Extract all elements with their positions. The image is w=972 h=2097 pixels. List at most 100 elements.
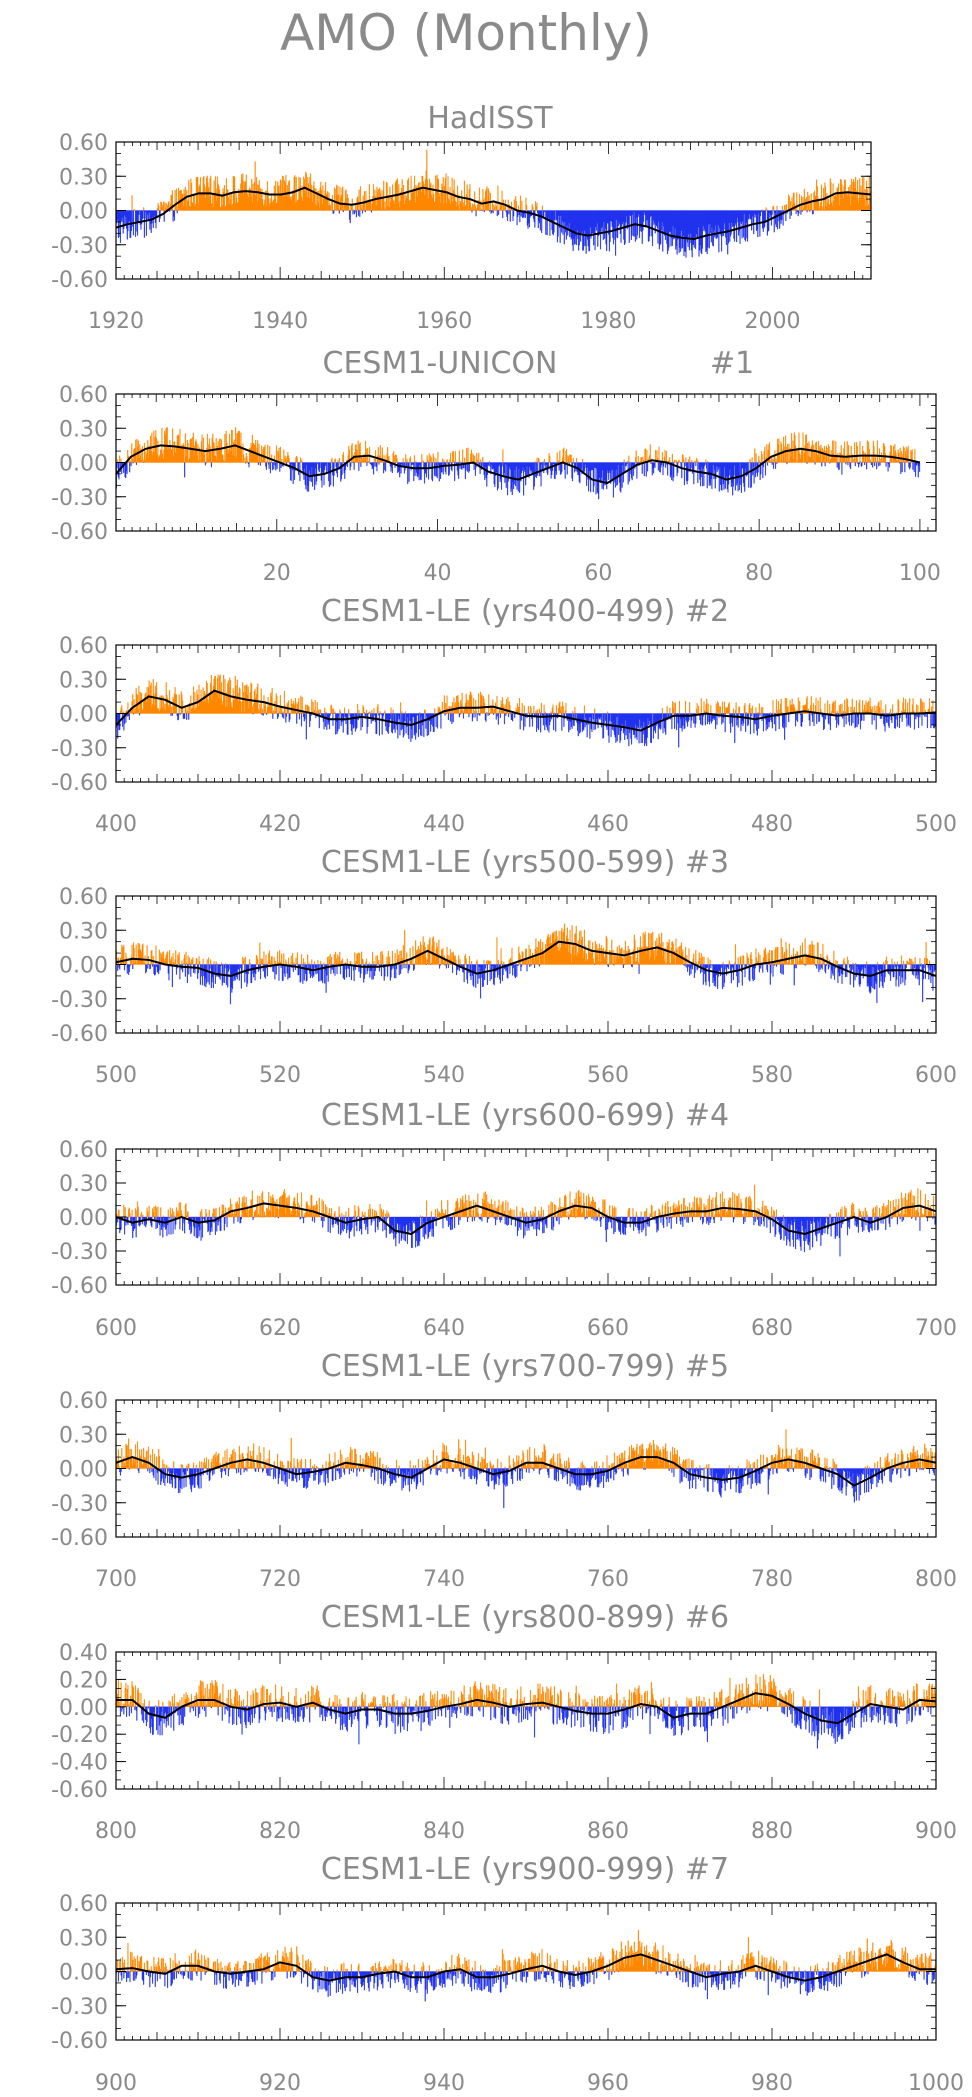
y-axis: 0.60 0.30 0.00 -0.30 -0.60 bbox=[51, 885, 936, 1047]
y-tick-label: -0.60 bbox=[51, 268, 108, 293]
x-tick-label: 960 bbox=[587, 2071, 629, 2096]
y-tick-label: -0.60 bbox=[51, 1778, 108, 1803]
y-tick-label: -0.60 bbox=[51, 1022, 108, 1047]
x-tick-label: 60 bbox=[584, 561, 612, 586]
y-tick-label: 0.20 bbox=[59, 1668, 108, 1693]
y-tick-label: 0.60 bbox=[59, 634, 108, 659]
x-tick-label: 100 bbox=[899, 561, 941, 586]
x-tick-label: 40 bbox=[424, 561, 452, 586]
y-tick-label: 0.30 bbox=[59, 668, 108, 693]
x-tick-label: 900 bbox=[95, 2071, 137, 2096]
x-tick-label: 820 bbox=[259, 1819, 301, 1844]
smoothed-line bbox=[116, 1692, 937, 1725]
y-tick-label: 0.60 bbox=[59, 383, 108, 408]
x-axis: 500 520 540 560 580 600 bbox=[95, 896, 957, 1088]
smoothed-line bbox=[115, 186, 872, 241]
y-tick-label: -0.60 bbox=[51, 520, 108, 545]
chart-title: CESM1-LE (yrs800-899) #6 bbox=[321, 1600, 729, 1635]
positive-bars bbox=[115, 923, 937, 965]
x-tick-label: 660 bbox=[587, 1316, 629, 1341]
x-tick-label: 940 bbox=[423, 2071, 465, 2096]
positive-bars bbox=[116, 1184, 935, 1218]
y-tick-label: -0.20 bbox=[51, 1723, 108, 1748]
x-tick-label: 460 bbox=[587, 812, 629, 837]
negative-bars bbox=[119, 1706, 935, 1749]
x-axis: 900 920 940 960 980 1000 bbox=[95, 1903, 964, 2096]
chart-panel-6: CESM1-LE (yrs700-799) #5 0.60 0.30 0.00 -0.3… bbox=[51, 1349, 957, 1592]
x-tick-label: 580 bbox=[751, 1063, 793, 1088]
x-tick-label: 700 bbox=[915, 1316, 957, 1341]
x-tick-label: 720 bbox=[259, 1567, 301, 1592]
x-tick-label: 400 bbox=[95, 812, 137, 837]
y-tick-label: 0.00 bbox=[59, 1696, 108, 1721]
x-tick-label: 760 bbox=[587, 1567, 629, 1592]
x-tick-label: 920 bbox=[259, 2071, 301, 2096]
y-tick-label: 0.30 bbox=[59, 165, 108, 190]
y-axis: 0.400.20 0.00-0.20 -0.40-0.60 bbox=[51, 1641, 936, 1803]
x-tick-label: 1000 bbox=[908, 2071, 964, 2096]
chart-panel-4: CESM1-LE (yrs500-599) #3 0.60 0.30 0.00 -0.3… bbox=[51, 845, 957, 1088]
y-tick-label: 0.00 bbox=[59, 703, 108, 728]
chart-title-suffix: #1 bbox=[710, 346, 754, 381]
chart-panel-1: HadISST 0.60 0.30 0.00 -0.30 -0.60 1920 1940 196… bbox=[51, 101, 872, 334]
x-tick-label: 1940 bbox=[252, 309, 308, 334]
positive-bars bbox=[116, 1929, 937, 1972]
y-tick-label: 0.00 bbox=[59, 1206, 108, 1231]
x-tick-label: 540 bbox=[423, 1063, 465, 1088]
y-tick-label: -0.30 bbox=[51, 1492, 108, 1517]
x-tick-label: 1980 bbox=[580, 309, 636, 334]
x-tick-label: 500 bbox=[95, 1063, 137, 1088]
chart-title: CESM1-LE (yrs400-499) #2 bbox=[321, 594, 729, 629]
y-tick-label: -0.30 bbox=[51, 988, 108, 1013]
y-tick-label: -0.60 bbox=[51, 2029, 108, 2054]
negative-bars bbox=[117, 964, 936, 1005]
bar-series bbox=[115, 923, 937, 1005]
y-tick-label: 0.00 bbox=[59, 200, 108, 225]
x-tick-label: 640 bbox=[423, 1316, 465, 1341]
x-tick-label: 480 bbox=[751, 812, 793, 837]
bar-series bbox=[115, 427, 921, 500]
negative-bars bbox=[119, 1468, 935, 1509]
y-tick-label: 0.00 bbox=[59, 954, 108, 979]
y-tick-label: 0.30 bbox=[59, 1423, 108, 1448]
y-tick-label: -0.60 bbox=[51, 1526, 108, 1551]
negative-bars bbox=[115, 1971, 935, 2002]
bar-series bbox=[115, 674, 937, 748]
positive-bars bbox=[115, 1429, 937, 1469]
y-tick-label: 0.60 bbox=[59, 131, 108, 156]
y-tick-label: 0.30 bbox=[59, 1172, 108, 1197]
x-axis: 800 820 840 860 880 900 bbox=[95, 1652, 957, 1844]
positive-bars bbox=[115, 1674, 937, 1707]
bar-series bbox=[115, 1184, 937, 1257]
bar-series bbox=[115, 1929, 937, 2002]
x-tick-label: 500 bbox=[915, 812, 957, 837]
negative-bars bbox=[115, 462, 921, 500]
x-tick-label: 900 bbox=[915, 1819, 957, 1844]
y-axis: 0.60 0.30 0.00 -0.30 -0.60 bbox=[51, 634, 936, 796]
x-tick-label: 20 bbox=[263, 561, 291, 586]
positive-bars bbox=[119, 674, 934, 714]
chart-title: CESM1-LE (yrs500-599) #3 bbox=[321, 845, 729, 880]
x-tick-label: 680 bbox=[751, 1316, 793, 1341]
smoothed-line bbox=[115, 1202, 937, 1236]
x-tick-label: 980 bbox=[751, 2071, 793, 2096]
x-tick-label: 1960 bbox=[416, 309, 472, 334]
y-tick-label: 0.30 bbox=[59, 919, 108, 944]
x-axis: 400 420 440 460 480 500 bbox=[95, 645, 957, 837]
bar-series bbox=[115, 1674, 937, 1749]
y-tick-label: 0.30 bbox=[59, 1926, 108, 1951]
chart-title: HadISST bbox=[427, 101, 553, 136]
y-axis: 0.60 0.30 0.00 -0.30 -0.60 bbox=[51, 1389, 936, 1551]
y-tick-label: -0.30 bbox=[51, 486, 108, 511]
x-tick-label: 800 bbox=[95, 1819, 137, 1844]
chart-panel-2: CESM1-UNICON #1 0.60 0.30 0.00 -0.30 -0.60 20 40… bbox=[51, 346, 941, 586]
x-tick-label: 2000 bbox=[745, 309, 801, 334]
y-axis: 0.60 0.30 0.00 -0.30 -0.60 bbox=[51, 1138, 936, 1299]
smoothed-line bbox=[115, 1953, 936, 1982]
y-tick-label: 0.60 bbox=[59, 885, 108, 910]
x-tick-label: 1920 bbox=[88, 309, 144, 334]
page-title: AMO (Monthly) bbox=[280, 4, 652, 62]
y-axis: 0.60 0.30 0.00 -0.30 -0.60 bbox=[51, 1892, 936, 2054]
chart-title: CESM1-LE (yrs600-699) #4 bbox=[321, 1098, 729, 1133]
